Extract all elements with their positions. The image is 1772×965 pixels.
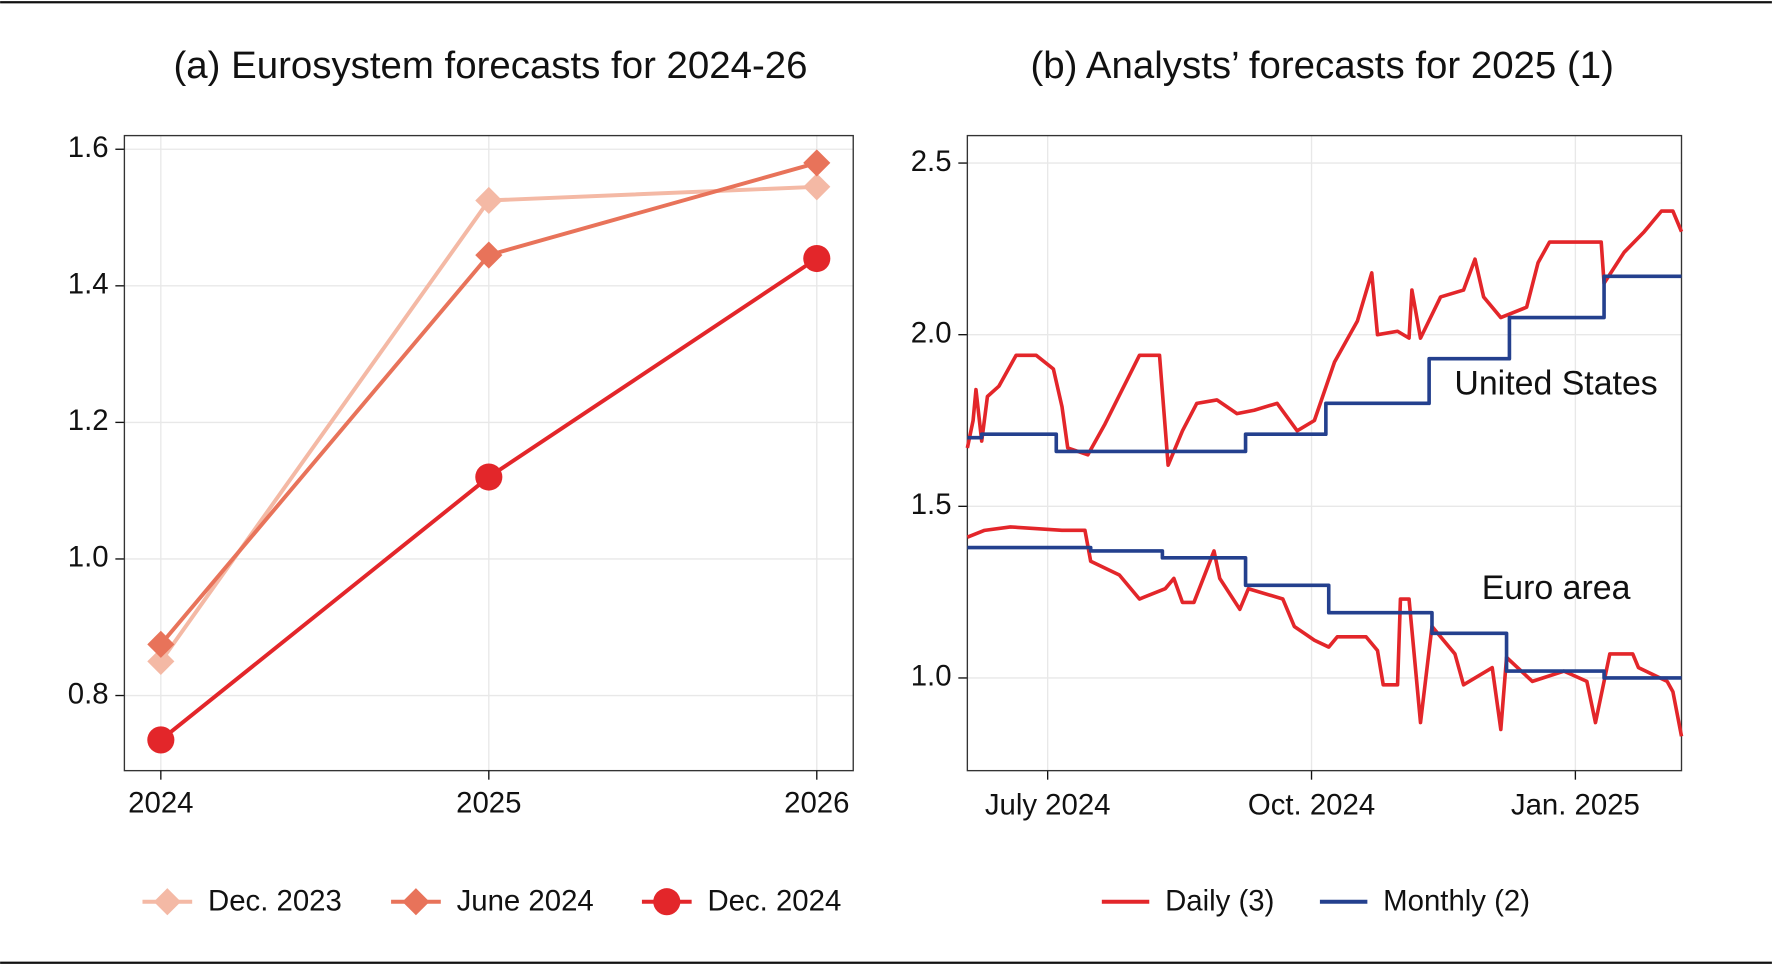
annotation: Euro area	[1482, 569, 1631, 607]
y-tick-label: 2.5	[911, 145, 952, 178]
marker	[803, 244, 831, 273]
marker	[402, 888, 430, 916]
marker	[653, 888, 681, 916]
legend-label: Dec. 2024	[707, 885, 841, 918]
annotation: United States	[1454, 364, 1657, 402]
x-tick-label: 2025	[456, 786, 521, 819]
marker	[153, 888, 181, 916]
marker	[803, 149, 831, 177]
marker	[475, 463, 503, 491]
x-tick-label: Oct. 2024	[1248, 789, 1375, 822]
chart-title: (b) Analysts’ forecasts for 2025 (1)	[1030, 44, 1613, 87]
series-line	[967, 545, 1682, 680]
y-tick-label: 1.5	[911, 488, 952, 521]
legend-label: Dec. 2023	[208, 885, 342, 918]
chart-title: (a) Eurosystem forecasts for 2024-26	[174, 44, 808, 87]
marker	[803, 173, 831, 201]
series-line	[966, 525, 1684, 737]
series-line	[967, 274, 1682, 454]
x-tick-label: Jan. 2025	[1511, 789, 1640, 822]
y-tick-label: 2.0	[911, 316, 952, 349]
y-tick-label: 1.2	[68, 404, 109, 437]
plot-frame	[966, 134, 1683, 772]
y-tick-label: 1.0	[911, 660, 952, 693]
x-tick-label: 2024	[128, 786, 193, 819]
y-tick-label: 1.0	[68, 541, 109, 574]
series-line	[965, 209, 1684, 467]
x-tick-label: 2026	[784, 786, 849, 819]
y-tick-label: 1.4	[68, 268, 109, 301]
y-tick-label: 0.8	[68, 677, 109, 710]
marker	[147, 726, 175, 754]
y-tick-label: 1.6	[68, 131, 109, 164]
x-tick-label: July 2024	[985, 789, 1111, 822]
legend-label: Daily (3)	[1165, 885, 1274, 918]
marker	[147, 630, 175, 658]
legend-label: June 2024	[457, 885, 594, 918]
legend-label: Monthly (2)	[1383, 885, 1530, 918]
marker	[475, 186, 503, 215]
